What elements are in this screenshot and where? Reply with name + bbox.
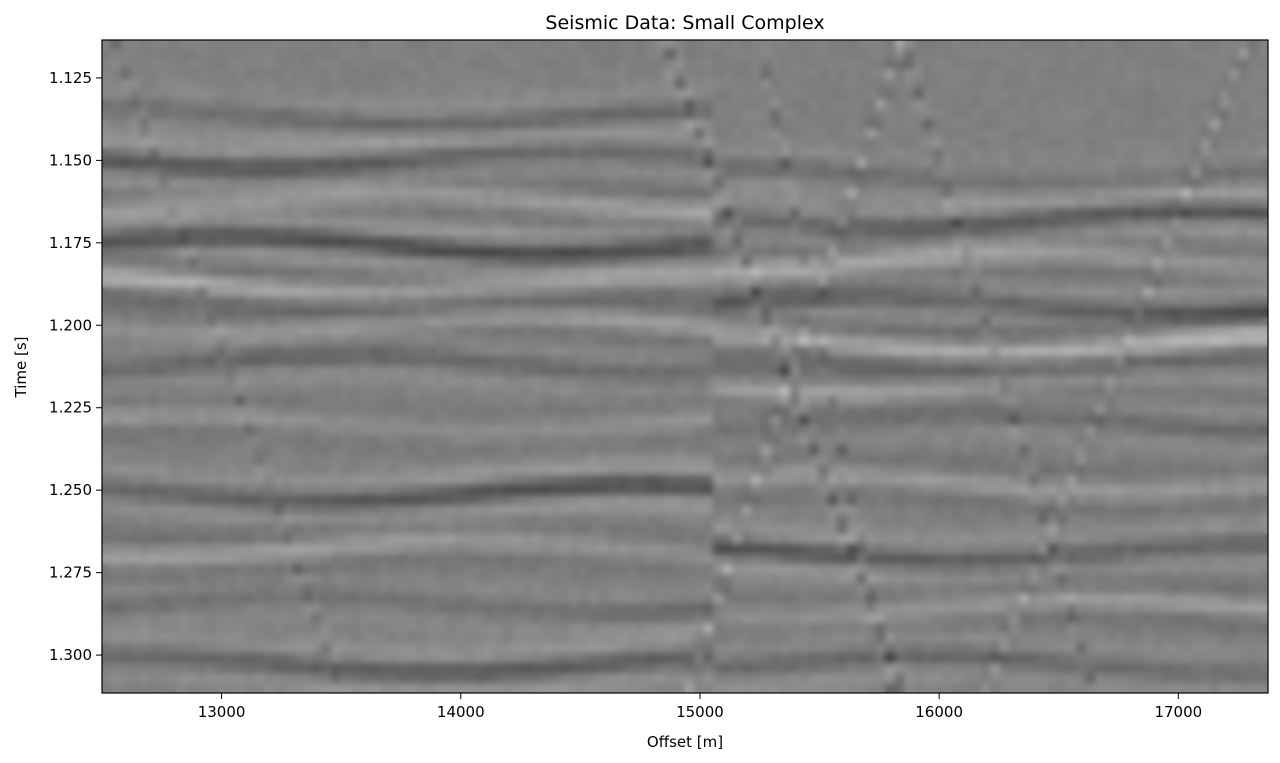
y-tick-label: 1.300 [49, 646, 92, 664]
chart-title: Seismic Data: Small Complex [545, 12, 824, 34]
x-axis-label: Offset [m] [647, 733, 723, 751]
seismic-image [102, 40, 1268, 693]
y-tick-label: 1.250 [49, 481, 92, 499]
y-tick-label: 1.275 [49, 564, 92, 582]
y-axis-label: Time [s] [12, 337, 30, 399]
y-tick-label: 1.175 [49, 234, 92, 252]
x-axis: 13000 14000 15000 16000 17000 [198, 693, 1202, 721]
x-tick-label: 14000 [437, 703, 485, 721]
plot-frame [101, 39, 1269, 694]
y-tick-label: 1.200 [49, 316, 92, 334]
plot-area [101, 39, 1269, 694]
y-tick-label: 1.150 [49, 151, 92, 169]
x-tick-label: 15000 [676, 703, 724, 721]
x-tick-label: 13000 [198, 703, 246, 721]
y-tick-label: 1.125 [49, 69, 92, 87]
x-tick-label: 17000 [1154, 703, 1202, 721]
x-tick-label: 16000 [915, 703, 963, 721]
y-tick-label: 1.225 [49, 399, 92, 417]
y-axis: 1.125 1.150 1.175 1.200 1.225 1.250 1.275 1.300 [49, 69, 102, 664]
